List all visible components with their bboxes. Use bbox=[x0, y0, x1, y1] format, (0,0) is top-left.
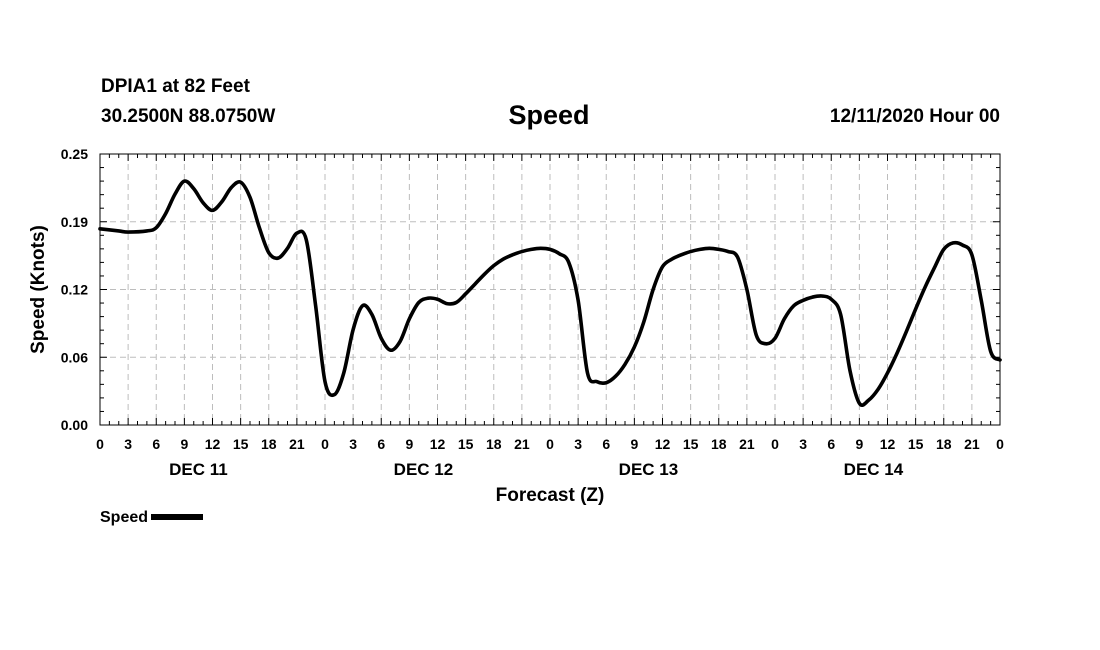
x-tick-label: 0 bbox=[321, 436, 329, 452]
day-label: DEC 11 bbox=[169, 460, 228, 479]
x-tick-label: 12 bbox=[205, 436, 221, 452]
x-tick-label: 21 bbox=[514, 436, 530, 452]
series-line-speed bbox=[98, 179, 1002, 407]
y-axis-label: Speed (Knots) bbox=[28, 225, 49, 354]
x-axis-label: Forecast (Z) bbox=[496, 485, 605, 506]
x-tick-label: 9 bbox=[180, 436, 188, 452]
x-tick-label: 3 bbox=[799, 436, 807, 452]
day-label: DEC 12 bbox=[394, 460, 454, 479]
legend-swatch bbox=[151, 513, 204, 520]
x-tick-label: 18 bbox=[936, 436, 952, 452]
x-tick-label: 18 bbox=[711, 436, 727, 452]
x-tick-labels: 0 3 6 9 12 15 18 21 0 3 6 9 12 15 18 21 0 3 6 9 12 15 18 21 0 3 6 9… bbox=[96, 436, 1004, 452]
y-tick-label: 0.19 bbox=[61, 214, 88, 230]
day-label: DEC 13 bbox=[619, 460, 679, 479]
x-tick-label: 0 bbox=[996, 436, 1004, 452]
legend: Speed bbox=[100, 509, 204, 527]
legend-label: Speed bbox=[100, 509, 149, 526]
x-tick-label: 12 bbox=[430, 436, 446, 452]
x-tick-label: 12 bbox=[655, 436, 671, 452]
chart-title-wrap: Speed bbox=[0, 100, 1100, 131]
x-tick-label: 9 bbox=[855, 436, 863, 452]
day-labels: DEC 11 DEC 12 DEC 13 DEC 14 bbox=[169, 460, 904, 479]
series-group bbox=[98, 179, 1002, 407]
y-tick-label: 0.12 bbox=[61, 282, 88, 298]
grid-lines bbox=[100, 154, 1000, 425]
y-tick-label: 0.00 bbox=[61, 417, 88, 433]
x-tick-label: 15 bbox=[458, 436, 474, 452]
x-tick-label: 15 bbox=[683, 436, 699, 452]
coordinates-label: 30.2500N 88.0750W bbox=[101, 106, 276, 127]
x-tick-label: 6 bbox=[827, 436, 835, 452]
x-tick-label: 3 bbox=[349, 436, 357, 452]
minor-ticks bbox=[100, 154, 1000, 425]
x-tick-label: 0 bbox=[96, 436, 104, 452]
plot-frame bbox=[99, 153, 1001, 426]
x-tick-label: 6 bbox=[377, 436, 385, 452]
y-tick-labels: 0.00 0.06 0.12 0.19 0.25 bbox=[61, 146, 88, 433]
x-tick-label: 3 bbox=[124, 436, 132, 452]
issue-time-label: 12/11/2020 Hour 00 bbox=[829, 106, 1000, 127]
station-label: DPIA1 at 82 Feet bbox=[101, 76, 250, 97]
x-tick-label: 6 bbox=[602, 436, 610, 452]
x-tick-label: 9 bbox=[630, 436, 638, 452]
x-tick-label: 0 bbox=[771, 436, 779, 452]
x-tick-label: 15 bbox=[233, 436, 249, 452]
y-tick-label: 0.06 bbox=[61, 349, 88, 365]
axis-ticks bbox=[99, 153, 1001, 426]
x-tick-label: 21 bbox=[289, 436, 305, 452]
x-tick-label: 18 bbox=[261, 436, 277, 452]
x-tick-label: 21 bbox=[964, 436, 980, 452]
x-tick-label: 21 bbox=[739, 436, 755, 452]
x-tick-label: 3 bbox=[574, 436, 582, 452]
x-tick-label: 12 bbox=[880, 436, 896, 452]
x-tick-label: 9 bbox=[405, 436, 413, 452]
x-tick-label: 0 bbox=[546, 436, 554, 452]
x-tick-label: 18 bbox=[486, 436, 502, 452]
x-tick-label: 6 bbox=[152, 436, 160, 452]
day-label: DEC 14 bbox=[844, 460, 904, 479]
y-tick-label: 0.25 bbox=[61, 146, 88, 162]
chart-title: Speed bbox=[508, 100, 590, 130]
x-tick-label: 15 bbox=[908, 436, 924, 452]
